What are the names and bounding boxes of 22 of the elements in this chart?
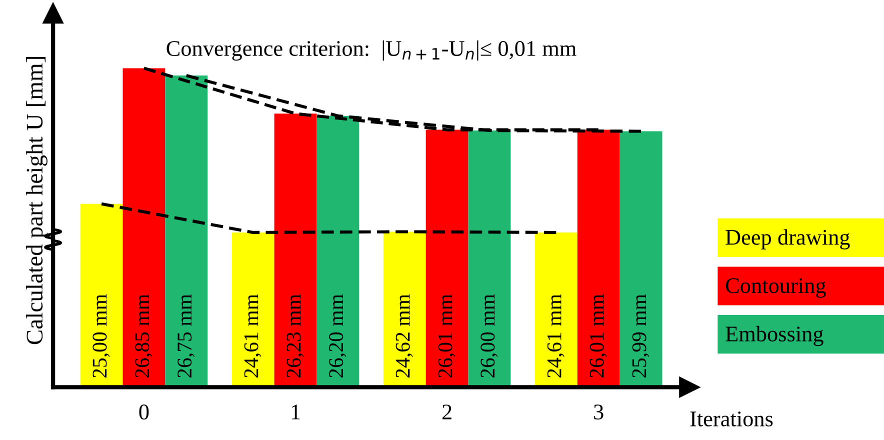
data-label: 25,99 mm: [632, 294, 650, 378]
data-label: 24,61 mm: [244, 294, 262, 378]
x-axis-title: Iterations: [690, 411, 773, 426]
x-tick-label: 1: [292, 404, 300, 420]
annotation: Convergence criterion: |U$_{n+1}$-U$_{n}$|≤ 0,01 mm: [166, 40, 576, 61]
data-label: 26,23 mm: [286, 294, 304, 378]
data-label: 24,61 mm: [547, 294, 564, 378]
data-label: 24,62 mm: [396, 294, 413, 378]
data-label: 26,75 mm: [178, 294, 195, 378]
text: Deep drawing: [726, 229, 850, 250]
data-label: 26,00 mm: [480, 294, 498, 378]
data-label: 25,00 mm: [92, 294, 110, 378]
data-label: 26,01 mm: [590, 294, 607, 378]
x-tick-label: 2: [442, 404, 452, 420]
x-tick-label: 3: [594, 404, 604, 420]
data-label: 26,20 mm: [329, 294, 346, 378]
y-axis-title: Calculated part height U [mm]: [26, 57, 48, 344]
data-label: 26,85 mm: [135, 294, 152, 378]
text: Embossing: [726, 326, 824, 346]
text: Contouring: [726, 278, 826, 298]
x-tick-label: 0: [139, 404, 149, 420]
data-label: 26,01 mm: [438, 294, 456, 378]
